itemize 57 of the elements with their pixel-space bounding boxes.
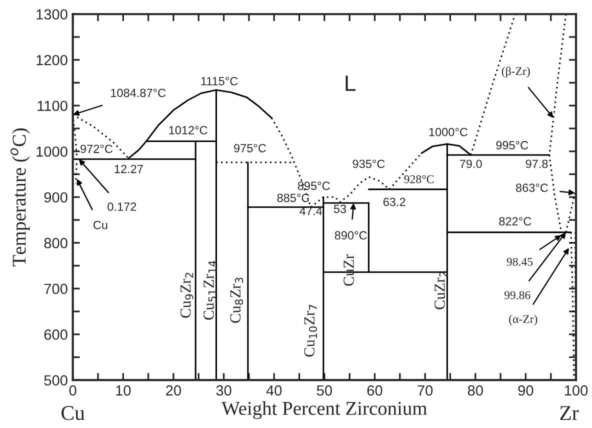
y-tick-label: 900 <box>44 192 68 203</box>
y-tick-label: 1300 <box>36 9 68 20</box>
annotation: 0.172 <box>108 202 136 211</box>
annotation: 935°C <box>352 160 385 168</box>
x-tick-label: 60 <box>367 385 382 396</box>
y-tick-label: 1100 <box>38 100 68 112</box>
text: Zr <box>560 406 579 420</box>
y-tick-label: 800 <box>44 238 68 248</box>
x-tick-label: 30 <box>216 385 232 396</box>
annotation: Cu <box>94 220 108 230</box>
annotation: Cu$_{9}$Zr$_{2}$ <box>180 272 194 318</box>
x-tick-label: 100 <box>564 385 588 396</box>
annotation: 98.45 <box>506 258 533 266</box>
annotation: 1012°C <box>169 126 208 134</box>
annotation: 890°C <box>334 231 367 240</box>
annotation: 1084.87°C <box>111 88 166 98</box>
annotation: (α-Zr) <box>509 314 538 326</box>
annotation: 863°C <box>516 184 548 192</box>
x-tick-label: 70 <box>418 385 433 396</box>
y-tick-label: 1200 <box>36 54 68 66</box>
annotation: 895°C <box>298 182 330 190</box>
annotation: L <box>346 76 356 91</box>
x-tick-label: 90 <box>518 385 534 396</box>
y-tick-label: 1000 <box>36 146 68 157</box>
annotation: 1115°C <box>201 77 238 86</box>
text: Cu <box>62 406 85 420</box>
x-tick-label: 40 <box>266 385 282 396</box>
x-tick-label: 80 <box>468 385 483 396</box>
annotation: 928°C <box>404 175 434 184</box>
y-tick-label: 600 <box>44 329 68 340</box>
x-tick-label: 20 <box>166 385 181 396</box>
annotation: Cu$_{51}$Zr$_{14}$ <box>204 260 216 320</box>
y-tick-label: 700 <box>44 284 68 294</box>
annotation: CuZr$_{2}$ <box>434 272 448 310</box>
x-axis-title: Weight Percent Zirconium <box>222 401 428 419</box>
annotation: 53 <box>334 204 346 214</box>
annotation: 995°C <box>496 141 528 150</box>
annotation: 99.86 <box>504 291 530 300</box>
annotation: (β-Zr) <box>502 66 530 78</box>
annotation: 975°C <box>234 144 266 152</box>
annotation: 12.27 <box>114 164 143 174</box>
annotation: 47.4 <box>300 207 322 216</box>
annotation: CuZr <box>344 254 354 286</box>
annotation: 885°C <box>277 194 310 202</box>
annotation: 63.2 <box>383 198 406 206</box>
x-tick-label: 10 <box>116 385 131 396</box>
annotation: 972°C <box>80 144 112 154</box>
y-axis-title: Temperature ($^{o}$C) <box>10 128 30 266</box>
annotation: 97.8 <box>526 160 548 168</box>
x-tick-label: 0 <box>69 385 76 396</box>
annotation: 1000°C <box>429 128 468 136</box>
annotation: 822°C <box>499 217 532 226</box>
x-tick-label: 50 <box>316 385 332 396</box>
y-tick-label: 500 <box>44 375 68 386</box>
annotation: 79.0 <box>460 160 482 168</box>
annotation: Cu$_{10}$Zr$_{7}$ <box>304 304 318 357</box>
annotation: Cu$_{8}$Zr$_{3}$ <box>230 278 244 323</box>
